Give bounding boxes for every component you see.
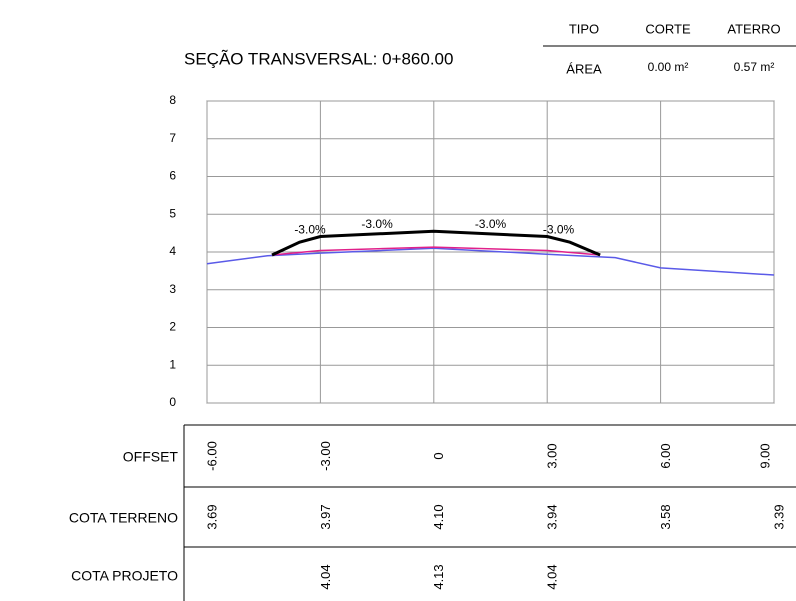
y-tick-label: 5 — [169, 206, 176, 220]
offset-label: -3.00 — [318, 441, 333, 471]
elevation-label: 3.39 — [771, 504, 786, 529]
y-tick-label: 1 — [169, 357, 176, 371]
elevation-label: 3.94 — [545, 504, 560, 529]
area-row-label: ÁREA — [566, 61, 602, 76]
y-tick-label: 4 — [169, 244, 176, 258]
elevation-label: 3.58 — [658, 504, 673, 529]
section-line — [271, 246, 601, 256]
elevation-label: 3.97 — [318, 504, 333, 529]
row-label: COTA PROJETO — [71, 568, 178, 584]
y-tick-label: 7 — [169, 131, 176, 145]
offset-label: -6.00 — [204, 441, 219, 471]
y-tick-label: 2 — [169, 320, 176, 334]
area-header: TIPO — [569, 21, 599, 36]
row-label: OFFSET — [123, 449, 179, 465]
area-value: 0.00 m² — [648, 60, 689, 74]
slope-annotation: -3.0% — [361, 217, 393, 231]
elevation-label: 4.13 — [431, 564, 446, 589]
elevation-label: 4.04 — [545, 564, 560, 589]
offset-label: 9.00 — [757, 443, 772, 468]
title: SEÇÃO TRANSVERSAL: 0+860.00 — [184, 49, 453, 68]
elevation-label: 4.10 — [431, 504, 446, 529]
area-header: CORTE — [645, 21, 691, 36]
slope-annotation: -3.0% — [475, 217, 507, 231]
slope-annotation: -3.0% — [294, 223, 326, 237]
offset-label: 3.00 — [545, 443, 560, 468]
section-line — [271, 229, 601, 257]
row-label: COTA TERRENO — [69, 510, 178, 526]
area-header: ATERRO — [727, 21, 780, 36]
slope-annotation: -3.0% — [543, 223, 575, 237]
y-tick-label: 8 — [169, 93, 176, 107]
elevation-label: 3.69 — [204, 504, 219, 529]
area-value: 0.57 m² — [734, 60, 775, 74]
y-tick-label: 3 — [169, 282, 176, 296]
y-tick-label: 6 — [169, 169, 176, 183]
offset-label: 0 — [431, 452, 446, 459]
elevation-label: 4.04 — [318, 564, 333, 589]
y-tick-label: 0 — [169, 395, 176, 409]
offset-label: 6.00 — [658, 443, 673, 468]
